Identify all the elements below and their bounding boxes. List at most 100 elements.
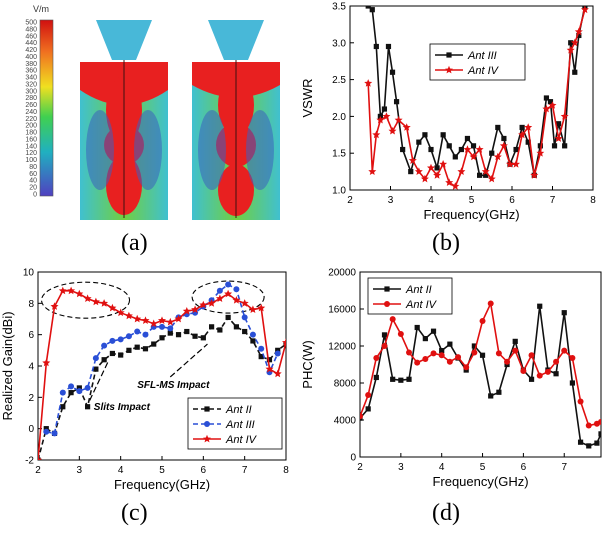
data-point — [569, 380, 576, 386]
data-point — [68, 390, 74, 396]
data-point — [232, 296, 241, 304]
data-point — [512, 338, 518, 344]
plot-area — [38, 281, 286, 460]
chart-c-gain: 2 3 4 5 6 7 8 -2 0 2 4 6 8 10 Frequency(GHz) Realized G… — [0, 268, 289, 493]
data-point — [124, 311, 133, 320]
y-tick-label: 2.0 — [332, 112, 346, 123]
data-point — [376, 115, 385, 124]
x-tick-label: 6 — [201, 465, 207, 476]
data-point — [481, 167, 490, 175]
data-point — [385, 43, 392, 50]
data-point — [568, 40, 574, 46]
data-point — [215, 294, 224, 302]
data-point — [249, 331, 256, 338]
data-point — [518, 130, 527, 139]
data-point — [406, 376, 412, 382]
data-point — [422, 336, 428, 342]
legend-marker — [203, 434, 211, 443]
data-point — [542, 104, 551, 113]
data-point — [414, 167, 423, 175]
y-tick-label: 2 — [28, 393, 34, 404]
data-point — [390, 376, 396, 382]
data-point — [528, 352, 535, 359]
data-point — [504, 358, 511, 365]
data-point — [408, 169, 414, 175]
data-point — [463, 364, 470, 371]
field-plot-panel: V/m 500 480 460 440 420 400 380 360 340 320 300 280… — [0, 0, 300, 265]
legend-marker — [445, 65, 453, 74]
y-tick-label: 20000 — [328, 268, 356, 279]
data-point — [458, 146, 464, 153]
data-point — [369, 7, 375, 13]
x-tick-label: 6 — [509, 195, 515, 206]
x-axis-label: Frequency(GHz) — [114, 477, 210, 492]
data-point — [506, 160, 514, 168]
annotation-slits: Slits Impact — [94, 402, 151, 413]
data-point — [501, 135, 507, 142]
colorbar-tick-label: 60 — [29, 171, 37, 178]
data-point — [553, 358, 560, 365]
data-point — [258, 345, 265, 352]
data-point — [389, 69, 396, 75]
legend: Ant III Ant IV — [429, 43, 526, 81]
data-point — [241, 314, 248, 321]
plot-area — [364, 6, 589, 190]
data-point — [116, 308, 125, 317]
data-point — [275, 347, 281, 353]
x-tick-label: 2 — [35, 465, 41, 476]
x-tick-label: 5 — [159, 465, 165, 476]
data-point — [257, 303, 266, 312]
data-point — [167, 325, 174, 332]
data-point — [400, 146, 406, 153]
data-point — [50, 302, 59, 310]
data-point — [402, 123, 411, 131]
y-tick-label: 0 — [28, 424, 34, 435]
data-point — [67, 286, 76, 295]
y-axis-label: Realized Gain(dBi) — [0, 311, 15, 420]
data-point — [488, 393, 494, 399]
data-point — [365, 406, 371, 412]
plot-area — [360, 300, 601, 449]
data-point — [479, 352, 486, 358]
legend: Ant II Ant IV — [367, 277, 453, 315]
x-tick-label: 5 — [480, 462, 486, 473]
data-point — [414, 324, 420, 331]
data-point — [446, 143, 452, 149]
data-point — [451, 182, 460, 190]
legend-marker — [204, 421, 210, 427]
data-point — [471, 349, 478, 356]
data-point — [240, 299, 249, 307]
data-point — [117, 336, 124, 343]
data-point — [570, 38, 579, 47]
data-point — [495, 350, 502, 357]
data-point — [569, 355, 576, 362]
panel-label-d: (d) — [432, 500, 460, 526]
data-point — [142, 346, 149, 352]
data-point — [217, 327, 223, 333]
y-tick-label: 6 — [28, 330, 34, 341]
data-point — [282, 338, 286, 346]
data-point — [394, 115, 403, 124]
colorbar-tick-label: 340 — [25, 75, 37, 82]
y-tick-label: 10 — [23, 268, 35, 279]
data-point — [158, 316, 166, 324]
data-point — [439, 348, 445, 354]
data-point — [75, 289, 84, 298]
y-axis-label: PHC(W) — [300, 340, 315, 388]
data-point — [166, 317, 175, 326]
panel-label-b: (b) — [432, 230, 460, 256]
data-point — [233, 324, 239, 330]
legend-box — [367, 277, 453, 315]
y-tick-label: 3.0 — [332, 38, 346, 49]
data-point — [445, 178, 454, 186]
data-point — [373, 43, 379, 50]
y-axis-label: VSWR — [300, 79, 315, 118]
data-point — [471, 343, 477, 349]
data-point — [83, 294, 92, 302]
data-point — [174, 314, 183, 323]
data-point — [433, 171, 442, 179]
data-point — [42, 358, 51, 367]
data-point — [499, 141, 508, 150]
data-point — [408, 156, 417, 164]
data-point — [537, 143, 543, 149]
